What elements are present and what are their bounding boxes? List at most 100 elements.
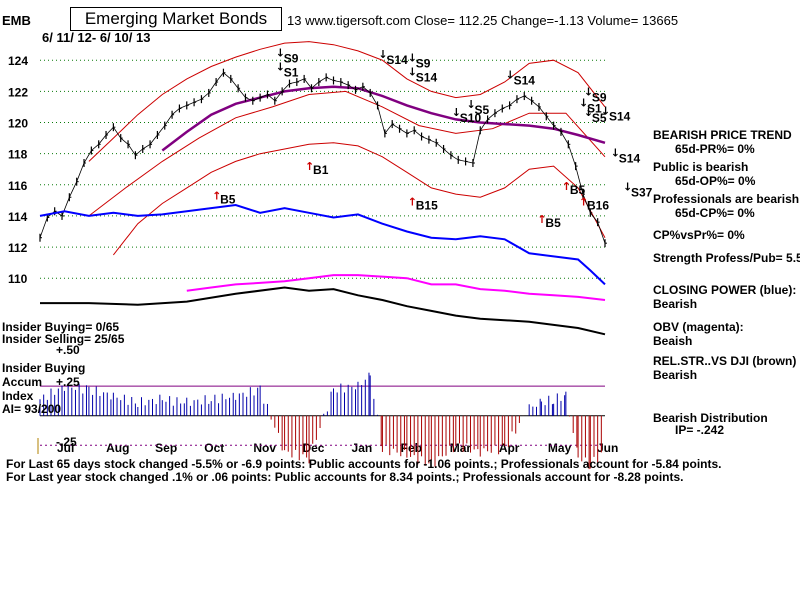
x-tick-label-feb: Feb (401, 441, 422, 455)
y-tick-label: 120 (8, 117, 28, 131)
signal-arrow: ↑ (305, 160, 314, 173)
signal-label: S14 (619, 151, 641, 165)
signal-label: S14 (609, 109, 631, 123)
closing-power-line (39, 203, 606, 286)
signal-label: B5 (545, 216, 561, 230)
signal-arrow: ↓ (378, 48, 387, 61)
x-tick-label-nov: Nov (253, 441, 276, 455)
x-tick-label-jul: Jul (57, 441, 74, 455)
insider-buying-label: Insider Buying= 0/65 (2, 320, 120, 334)
strength-ratio: Strength Profess/Pub= 5.5 (653, 251, 800, 265)
x-tick-label-may: May (548, 441, 572, 455)
footer-line-year: For Last year stock changed .1% or .06 p… (6, 470, 684, 484)
trend-title: BEARISH PRICE TREND (653, 128, 792, 142)
relstr-value: Bearish (653, 368, 698, 382)
x-tick-label-mar: Mar (450, 441, 472, 455)
signal-label: S14 (416, 70, 438, 84)
signal-label: B15 (416, 199, 438, 213)
signal-arrow: ↓ (408, 51, 417, 64)
x-tick-label-apr: Apr (499, 441, 520, 455)
signal-label: S9 (592, 91, 607, 105)
signal-label: S9 (284, 52, 299, 66)
chart-title: Emerging Market Bonds (70, 7, 282, 31)
signal-label: S9 (416, 56, 431, 70)
ip-value: IP= -.242 (675, 423, 725, 437)
pros-status: Professionals are bearish (653, 192, 800, 206)
pr-value: 65d-PR%= 0% (675, 142, 755, 156)
y-tick-label: 110 (8, 272, 28, 286)
x-tick-label-dec: Dec (302, 441, 324, 455)
x-tick-label-oct: Oct (204, 441, 224, 455)
index-label: Index (2, 389, 34, 403)
signal-arrow: ↑ (562, 180, 571, 193)
x-tick-label-jan: Jan (352, 441, 373, 455)
signal-arrow: ↓ (466, 98, 475, 111)
x-tick-label-sep: Sep (155, 441, 177, 455)
signal-arrow: ↓ (601, 104, 610, 117)
y-tick-label: 114 (8, 210, 28, 224)
obv-value: Beaish (653, 334, 693, 348)
signal-arrow: ↑ (408, 196, 417, 209)
symbol-label: EMB (2, 13, 31, 28)
signal-arrow: ↑ (579, 196, 588, 209)
relstr-line (40, 286, 606, 336)
cp-vs-pr: CP%vsPr%= 0% (653, 228, 745, 242)
obv-line (186, 274, 606, 301)
distribution-label: Bearish Distribution (653, 411, 768, 425)
ai-label: AI= 93/200 (2, 402, 62, 416)
closing-power-label: CLOSING POWER (blue): (653, 283, 797, 297)
signal-arrow: ↓ (276, 61, 285, 74)
signal-label: S1 (587, 102, 602, 116)
footer-line-65d: For Last 65 days stock changed -5.5% or … (6, 457, 722, 471)
signal-label: S10 (460, 111, 482, 125)
signal-arrow: ↑ (537, 213, 546, 226)
accum-tick-plus25: +.25 (56, 375, 80, 389)
signal-arrow: ↓ (579, 97, 588, 110)
x-tick-label-aug: Aug (106, 441, 129, 455)
signal-arrow: ↓ (623, 181, 632, 194)
signal-arrow: ↓ (452, 106, 461, 119)
y-tick-label: 124 (8, 54, 28, 68)
upper-band-line (88, 41, 606, 162)
signal-arrow: ↓ (408, 65, 417, 78)
accum-tick-plus50: +.50 (56, 343, 80, 357)
public-status: Public is bearish (653, 160, 749, 174)
insider-buying-label-2: Insider Buying (2, 361, 86, 375)
moving-average-line (161, 85, 606, 152)
signal-label: S14 (514, 73, 536, 87)
x-tick-label-jun: Jun (597, 441, 618, 455)
accum-label: Accum (2, 375, 43, 389)
signal-arrow: ↓ (584, 106, 593, 119)
op-value: 65d-OP%= 0% (675, 174, 756, 188)
obv-label: OBV (magenta): (653, 320, 744, 334)
signal-label: S1 (284, 66, 299, 80)
signal-arrow: ↓ (276, 47, 285, 60)
y-tick-label: 116 (8, 179, 28, 193)
y-tick-label: 122 (8, 85, 28, 99)
signal-arrow: ↑ (212, 189, 221, 202)
lower-band-line (113, 142, 606, 256)
cp-value: 65d-CP%= 0% (675, 206, 755, 220)
signal-label: B5 (220, 192, 236, 206)
signal-arrow: ↓ (584, 86, 593, 99)
signal-label: S37 (631, 186, 653, 200)
signal-label: B16 (587, 199, 609, 213)
y-tick-label: 118 (8, 148, 28, 162)
signal-label: S14 (386, 53, 408, 67)
relstr-label: REL.STR..VS DJI (brown) (653, 354, 797, 368)
insider-selling-label: Insider Selling= 25/65 (2, 332, 125, 346)
signal-label: B5 (570, 183, 586, 197)
signal-label: S5 (592, 111, 607, 125)
quote-info: 13 www.tigersoft.com Close= 112.25 Chang… (287, 13, 679, 28)
closing-power-value: Bearish (653, 297, 698, 311)
inner-band-line (88, 90, 606, 217)
y-tick-label: 112 (8, 241, 28, 255)
signal-arrow: ↓ (506, 68, 515, 81)
signal-arrow: ↓ (611, 146, 620, 159)
price-line (39, 72, 606, 244)
signal-label: S5 (474, 103, 489, 117)
signal-label: B1 (313, 163, 329, 177)
accum-tick-minus25: -.25 (56, 435, 77, 449)
